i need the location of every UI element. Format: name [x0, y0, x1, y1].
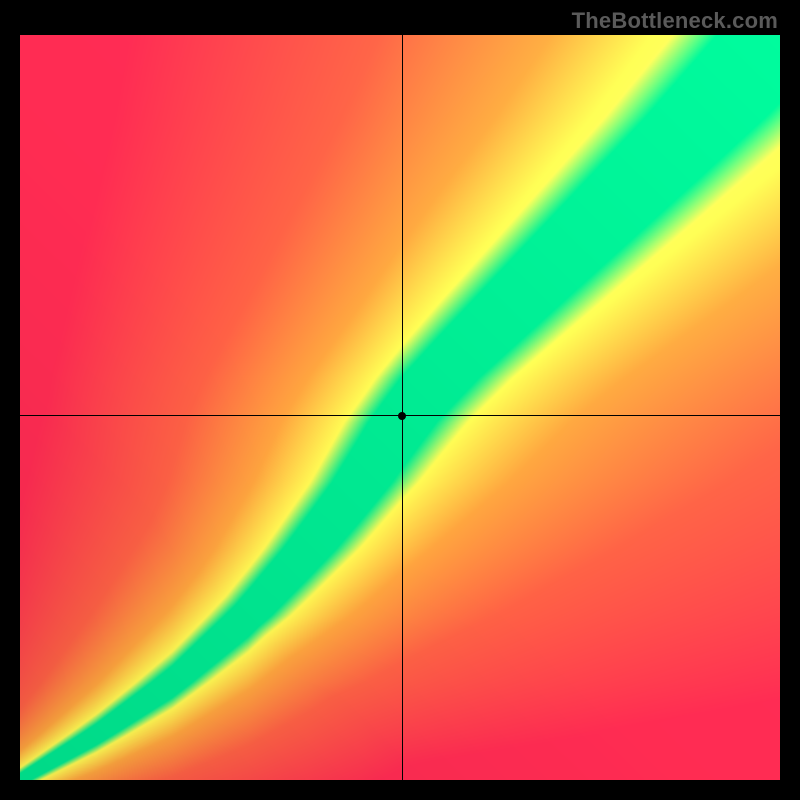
- watermark-text: TheBottleneck.com: [572, 8, 778, 34]
- heatmap-canvas: [20, 35, 780, 780]
- crosshair-vertical: [402, 35, 403, 780]
- bottleneck-heatmap: [20, 35, 780, 780]
- crosshair-dot: [398, 412, 406, 420]
